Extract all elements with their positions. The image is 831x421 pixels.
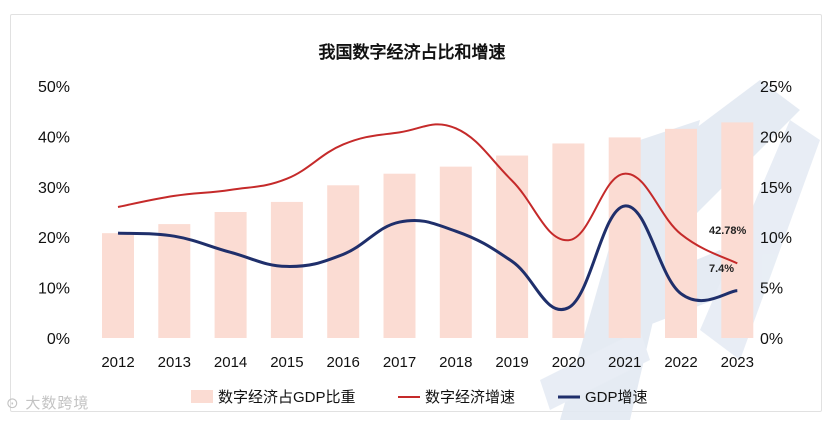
bar-2013	[158, 224, 191, 338]
bar-2012	[102, 233, 134, 338]
chart-title: 我国数字经济占比和增速	[319, 42, 506, 62]
y-right-tick-label: 15%	[760, 180, 792, 197]
bar-2019	[496, 155, 529, 338]
x-tick-label: 2017	[383, 354, 416, 371]
y-left-tick-label: 20%	[38, 230, 70, 247]
line-series	[117, 123, 738, 312]
x-tick-label: 2023	[721, 354, 754, 371]
y-right-tick-label: 25%	[760, 79, 792, 96]
x-tick-label: 2018	[439, 354, 472, 371]
legend-label: GDP增速	[585, 389, 648, 406]
x-tick-label: 2012	[101, 354, 134, 371]
annotation-line-2023: 7.4%	[709, 263, 734, 275]
x-tick-label: 2013	[158, 354, 191, 371]
y-left-tick-label: 40%	[38, 129, 70, 146]
y-left-tick-label: 50%	[38, 79, 70, 96]
line-gdp-growth	[117, 204, 738, 312]
y-right-tick-label: 20%	[760, 129, 792, 146]
legend: 数字经济占GDP比重 数字经济增速 GDP增速	[191, 389, 648, 406]
bar-2023	[721, 122, 754, 339]
legend-label: 数字经济增速	[425, 389, 515, 406]
annotation-bar-2023: 42.78%	[709, 225, 747, 237]
bar-2021	[608, 137, 641, 338]
annotations: 42.78% 7.4%	[709, 225, 747, 275]
watermark-logo: ⊙ 大数跨境	[6, 392, 89, 413]
x-tick-label: 2022	[664, 354, 697, 371]
bar-2018	[439, 166, 472, 338]
bar-2015	[270, 201, 303, 338]
bar-2016	[327, 185, 360, 338]
legend-swatch-bar	[191, 390, 213, 403]
y-left-tick-label: 30%	[38, 180, 70, 197]
x-tick-label: 2021	[608, 354, 641, 371]
x-tick-label: 2015	[270, 354, 303, 371]
bar-2017	[383, 173, 416, 338]
legend-label: 数字经济占GDP比重	[218, 389, 356, 406]
x-tick-label: 2014	[214, 354, 247, 371]
x-tick-label: 2016	[327, 354, 360, 371]
bar-2014	[214, 212, 247, 338]
watermark-logo-text: 大数跨境	[25, 394, 90, 412]
y-left-tick-label: 10%	[38, 281, 70, 298]
watermark-logo-icon: ⊙	[6, 394, 20, 412]
y-right-tick-label: 0%	[760, 331, 783, 348]
y-axis-left-labels: 0% 10% 20% 30% 40% 50%	[38, 79, 70, 348]
x-tick-label: 2020	[552, 354, 585, 371]
y-right-tick-label: 10%	[760, 230, 792, 247]
y-axis-right-labels: 0% 5% 10% 15% 20% 25%	[760, 79, 792, 348]
x-axis-labels: 2012 2013 2014 2015 2016 2017 2018 2019 2020 2021…	[101, 354, 754, 371]
x-tick-label: 2019	[495, 354, 528, 371]
y-left-tick-label: 0%	[47, 331, 70, 348]
y-right-tick-label: 5%	[760, 281, 783, 298]
